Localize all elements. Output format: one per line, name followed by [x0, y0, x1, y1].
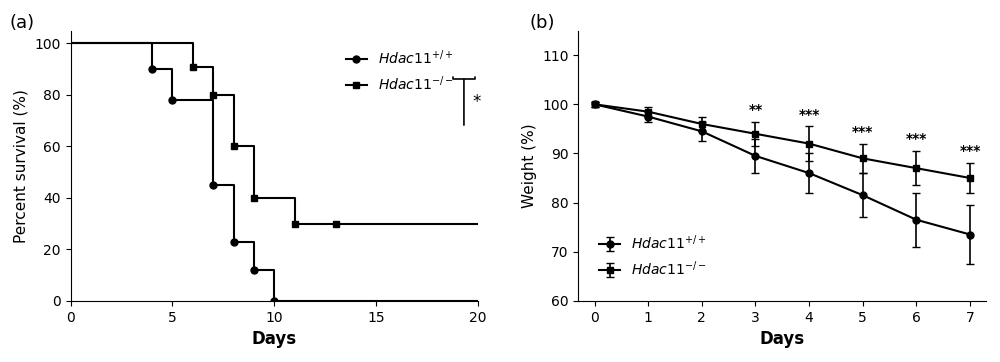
Text: (a): (a) [9, 14, 35, 33]
Y-axis label: Weight (%): Weight (%) [522, 123, 537, 208]
Text: *: * [472, 93, 480, 111]
Text: ***: *** [798, 108, 820, 122]
X-axis label: Days: Days [252, 330, 297, 348]
Y-axis label: Percent survival (%): Percent survival (%) [14, 89, 29, 243]
Text: **: ** [748, 102, 763, 117]
Text: ***: *** [852, 125, 873, 139]
Text: ***: *** [906, 132, 927, 146]
Legend: $Hdac11^{+/+}$, $Hdac11^{-/-}$: $Hdac11^{+/+}$, $Hdac11^{-/-}$ [340, 43, 459, 98]
Text: (b): (b) [530, 14, 555, 33]
X-axis label: Days: Days [760, 330, 805, 348]
Legend: $Hdac11^{+/+}$, $Hdac11^{-/-}$: $Hdac11^{+/+}$, $Hdac11^{-/-}$ [594, 228, 712, 283]
Text: ***: *** [959, 144, 981, 158]
